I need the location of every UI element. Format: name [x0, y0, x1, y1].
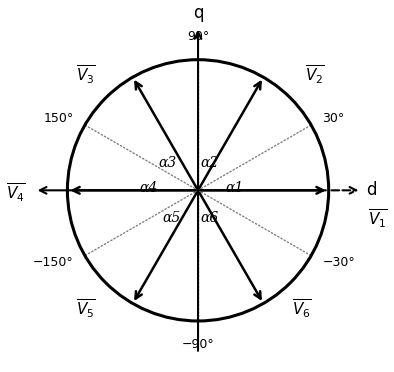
Text: $\overline{V_5}$: $\overline{V_5}$ — [76, 298, 96, 320]
Text: −30°: −30° — [322, 256, 355, 269]
Text: α1: α1 — [225, 181, 244, 195]
Text: 150°: 150° — [43, 112, 74, 125]
Text: $\overline{V_6}$: $\overline{V_6}$ — [292, 298, 312, 320]
Text: −90°: −90° — [182, 338, 214, 351]
Text: 90°: 90° — [187, 30, 209, 43]
Text: α5: α5 — [163, 211, 181, 225]
Text: α4: α4 — [139, 181, 158, 195]
Text: q: q — [193, 4, 203, 22]
Text: α2: α2 — [201, 156, 219, 170]
Text: 30°: 30° — [322, 112, 345, 125]
Text: $\overline{V_1}$: $\overline{V_1}$ — [368, 207, 388, 230]
Text: $\overline{V_2}$: $\overline{V_2}$ — [305, 63, 325, 86]
Text: d: d — [366, 181, 377, 199]
Text: α3: α3 — [159, 156, 177, 170]
Text: $\overline{V_4}$: $\overline{V_4}$ — [6, 182, 26, 204]
Text: α6: α6 — [201, 211, 219, 225]
Text: $\overline{V_3}$: $\overline{V_3}$ — [76, 63, 96, 86]
Text: −150°: −150° — [33, 256, 74, 269]
